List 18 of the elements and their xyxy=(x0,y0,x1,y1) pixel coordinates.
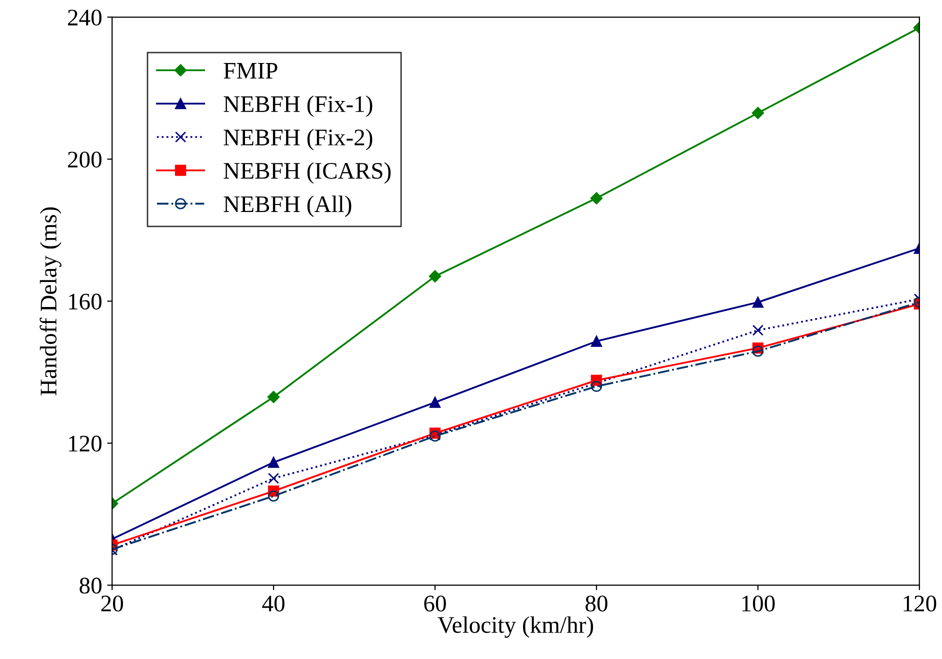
legend-label: NEBFH (Fix-1) xyxy=(224,96,372,117)
legend-label: NEBFH (Fix-2) xyxy=(224,128,372,150)
legend-label: FMIP xyxy=(224,63,278,79)
legend-label: NEBFH (ICARS) xyxy=(224,162,391,184)
x-tick-label: 80 xyxy=(586,596,608,612)
x-tick-label: 120 xyxy=(904,596,936,612)
y-axis-title: Handoff Delay (ms) xyxy=(40,207,62,396)
y-tick-label: 120 xyxy=(69,436,102,452)
x-tick-label: 60 xyxy=(424,596,446,612)
y-tick-label: 240 xyxy=(68,10,102,26)
y-tick-label: 200 xyxy=(68,152,102,168)
y-tick-label: 160 xyxy=(69,294,102,310)
y-tick-label: 80 xyxy=(80,578,102,594)
x-tick-label: 40 xyxy=(262,596,284,612)
x-tick-label: 20 xyxy=(101,596,124,612)
x-axis-title: Velocity (km/hr) xyxy=(438,616,594,638)
x-tick-label: 100 xyxy=(742,596,775,612)
legend-label: NEBFH (All) xyxy=(224,196,352,217)
